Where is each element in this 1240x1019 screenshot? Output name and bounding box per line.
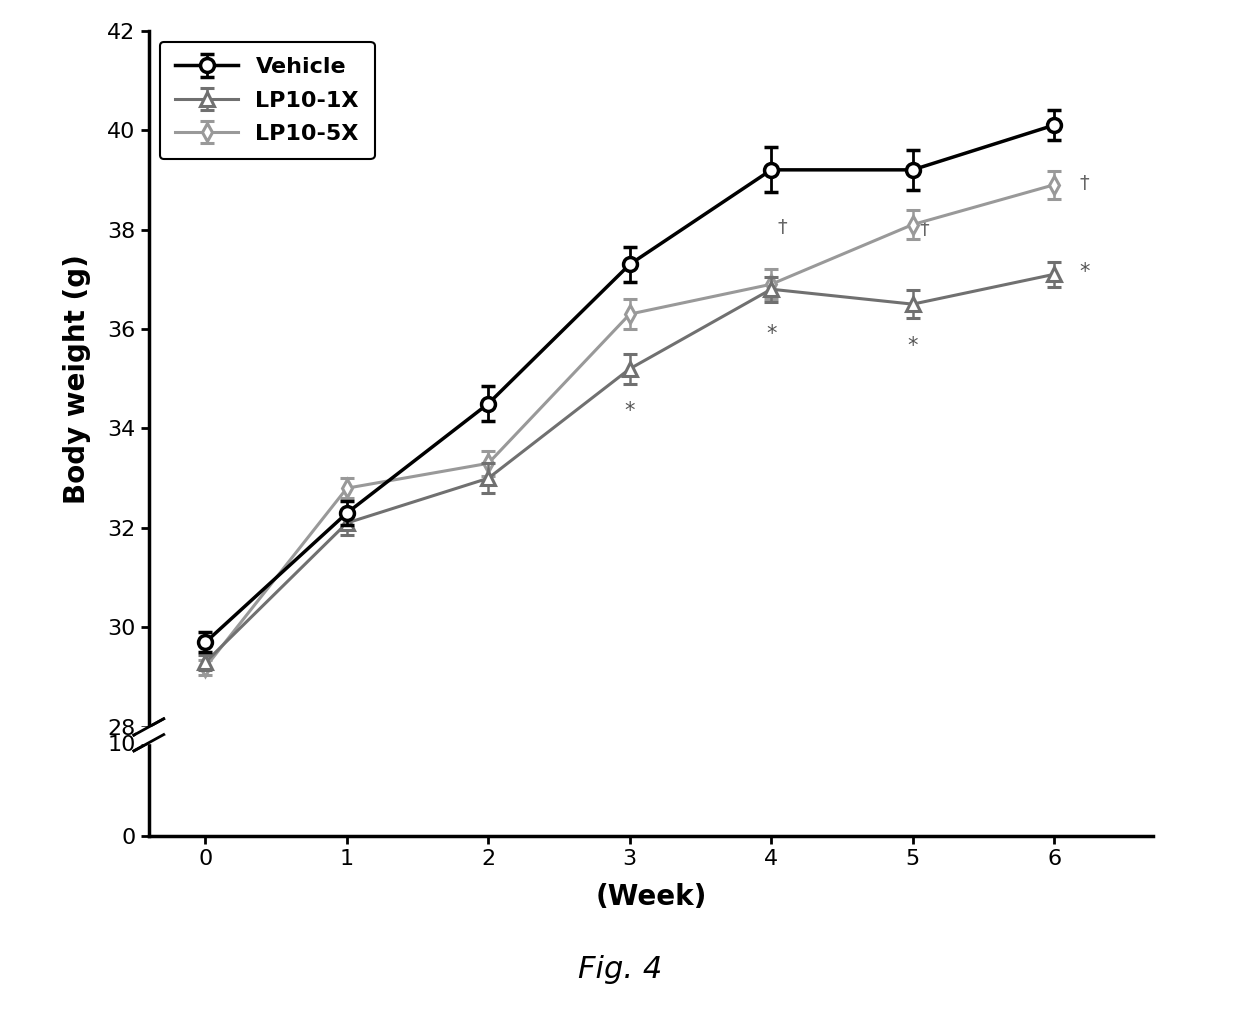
Text: †: † <box>1080 174 1089 194</box>
Legend: Vehicle, LP10-1X, LP10-5X: Vehicle, LP10-1X, LP10-5X <box>160 42 374 159</box>
Text: Fig. 4: Fig. 4 <box>578 955 662 984</box>
Text: †: † <box>919 220 929 239</box>
Text: *: * <box>1080 262 1090 282</box>
X-axis label: (Week): (Week) <box>595 882 707 911</box>
Text: *: * <box>766 324 776 344</box>
Text: †: † <box>777 218 787 237</box>
Text: *: * <box>908 336 918 357</box>
Y-axis label: Body weight (g): Body weight (g) <box>62 254 91 503</box>
Text: *: * <box>625 401 635 421</box>
